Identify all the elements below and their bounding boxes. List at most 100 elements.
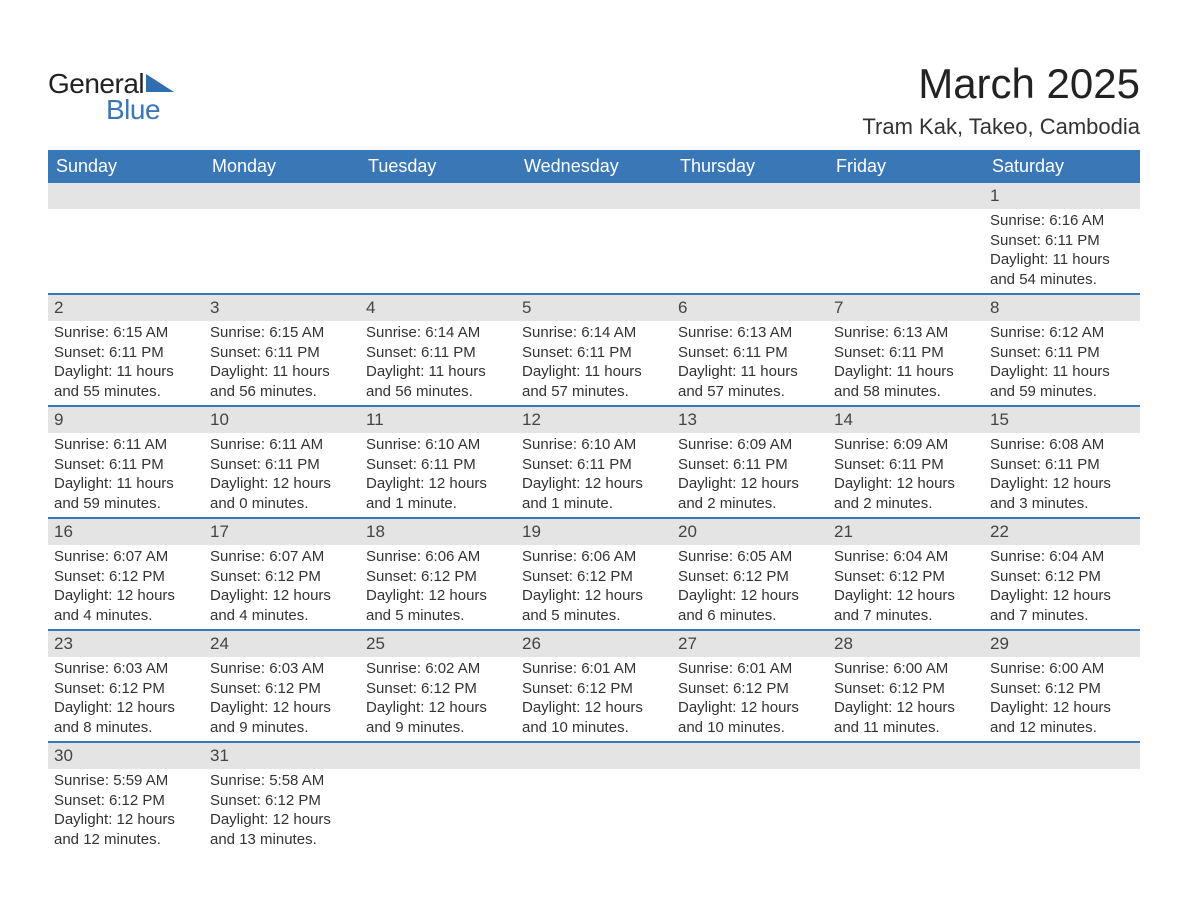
sunset-text: Sunset: 6:12 PM [990, 567, 1134, 587]
day-number: 28 [828, 631, 984, 657]
day-body: Sunrise: 6:05 AMSunset: 6:12 PMDaylight:… [672, 545, 828, 629]
sunset-text: Sunset: 6:12 PM [210, 567, 354, 587]
day-body: Sunrise: 6:09 AMSunset: 6:11 PMDaylight:… [828, 433, 984, 517]
sunrise-text: Sunrise: 6:16 AM [990, 211, 1134, 231]
day-body: Sunrise: 6:10 AMSunset: 6:11 PMDaylight:… [360, 433, 516, 517]
day-cell: 18Sunrise: 6:06 AMSunset: 6:12 PMDayligh… [360, 519, 516, 629]
day-cell [48, 183, 204, 293]
day-body: Sunrise: 6:01 AMSunset: 6:12 PMDaylight:… [516, 657, 672, 741]
day-number [48, 183, 204, 209]
sunset-text: Sunset: 6:12 PM [678, 567, 822, 587]
sunrise-text: Sunrise: 6:03 AM [210, 659, 354, 679]
day-cell [360, 743, 516, 853]
day-cell: 27Sunrise: 6:01 AMSunset: 6:12 PMDayligh… [672, 631, 828, 741]
sunrise-text: Sunrise: 6:04 AM [834, 547, 978, 567]
day-number: 13 [672, 407, 828, 433]
weekday-header: Sunday [48, 150, 204, 183]
sunset-text: Sunset: 6:12 PM [366, 679, 510, 699]
day-number: 5 [516, 295, 672, 321]
day-number: 6 [672, 295, 828, 321]
day-cell: 23Sunrise: 6:03 AMSunset: 6:12 PMDayligh… [48, 631, 204, 741]
weekday-header: Wednesday [516, 150, 672, 183]
daylight-text: Daylight: 12 hours and 9 minutes. [210, 698, 354, 737]
day-number: 23 [48, 631, 204, 657]
day-body: Sunrise: 6:11 AMSunset: 6:11 PMDaylight:… [48, 433, 204, 517]
day-number: 2 [48, 295, 204, 321]
day-body: Sunrise: 6:14 AMSunset: 6:11 PMDaylight:… [360, 321, 516, 405]
day-cell: 31Sunrise: 5:58 AMSunset: 6:12 PMDayligh… [204, 743, 360, 853]
day-number [516, 743, 672, 769]
day-number: 10 [204, 407, 360, 433]
day-cell [672, 743, 828, 853]
sunset-text: Sunset: 6:12 PM [54, 679, 198, 699]
sunrise-text: Sunrise: 6:13 AM [834, 323, 978, 343]
daylight-text: Daylight: 12 hours and 4 minutes. [210, 586, 354, 625]
daylight-text: Daylight: 12 hours and 10 minutes. [678, 698, 822, 737]
day-cell: 7Sunrise: 6:13 AMSunset: 6:11 PMDaylight… [828, 295, 984, 405]
day-number: 11 [360, 407, 516, 433]
day-cell [828, 743, 984, 853]
day-body [48, 209, 204, 229]
daylight-text: Daylight: 12 hours and 7 minutes. [990, 586, 1134, 625]
daylight-text: Daylight: 11 hours and 56 minutes. [210, 362, 354, 401]
day-body [516, 769, 672, 789]
day-body: Sunrise: 6:00 AMSunset: 6:12 PMDaylight:… [828, 657, 984, 741]
daylight-text: Daylight: 11 hours and 54 minutes. [990, 250, 1134, 289]
day-cell: 9Sunrise: 6:11 AMSunset: 6:11 PMDaylight… [48, 407, 204, 517]
day-number: 26 [516, 631, 672, 657]
day-number: 17 [204, 519, 360, 545]
daylight-text: Daylight: 12 hours and 11 minutes. [834, 698, 978, 737]
daylight-text: Daylight: 11 hours and 57 minutes. [522, 362, 666, 401]
day-number [672, 183, 828, 209]
day-number [360, 183, 516, 209]
sunrise-text: Sunrise: 6:15 AM [54, 323, 198, 343]
day-number: 4 [360, 295, 516, 321]
day-body [360, 209, 516, 229]
day-number: 14 [828, 407, 984, 433]
sunrise-text: Sunrise: 6:05 AM [678, 547, 822, 567]
day-number: 3 [204, 295, 360, 321]
day-number: 7 [828, 295, 984, 321]
sunrise-text: Sunrise: 6:07 AM [210, 547, 354, 567]
day-body [672, 769, 828, 789]
daylight-text: Daylight: 11 hours and 57 minutes. [678, 362, 822, 401]
day-body: Sunrise: 6:15 AMSunset: 6:11 PMDaylight:… [48, 321, 204, 405]
day-body: Sunrise: 6:03 AMSunset: 6:12 PMDaylight:… [48, 657, 204, 741]
day-cell [672, 183, 828, 293]
day-cell [360, 183, 516, 293]
day-number: 25 [360, 631, 516, 657]
sunrise-text: Sunrise: 6:14 AM [522, 323, 666, 343]
daylight-text: Daylight: 12 hours and 1 minute. [366, 474, 510, 513]
day-number: 21 [828, 519, 984, 545]
day-cell: 6Sunrise: 6:13 AMSunset: 6:11 PMDaylight… [672, 295, 828, 405]
day-cell: 8Sunrise: 6:12 AMSunset: 6:11 PMDaylight… [984, 295, 1140, 405]
day-cell: 22Sunrise: 6:04 AMSunset: 6:12 PMDayligh… [984, 519, 1140, 629]
day-number: 29 [984, 631, 1140, 657]
sunrise-text: Sunrise: 6:12 AM [990, 323, 1134, 343]
daylight-text: Daylight: 12 hours and 12 minutes. [54, 810, 198, 849]
day-cell [516, 183, 672, 293]
day-body: Sunrise: 6:12 AMSunset: 6:11 PMDaylight:… [984, 321, 1140, 405]
week-row: 1Sunrise: 6:16 AMSunset: 6:11 PMDaylight… [48, 183, 1140, 293]
sunrise-text: Sunrise: 5:58 AM [210, 771, 354, 791]
sunrise-text: Sunrise: 6:13 AM [678, 323, 822, 343]
day-cell: 4Sunrise: 6:14 AMSunset: 6:11 PMDaylight… [360, 295, 516, 405]
day-body: Sunrise: 5:58 AMSunset: 6:12 PMDaylight:… [204, 769, 360, 853]
sunrise-text: Sunrise: 6:06 AM [366, 547, 510, 567]
sunset-text: Sunset: 6:11 PM [990, 231, 1134, 251]
daylight-text: Daylight: 12 hours and 8 minutes. [54, 698, 198, 737]
daylight-text: Daylight: 12 hours and 0 minutes. [210, 474, 354, 513]
day-body: Sunrise: 6:04 AMSunset: 6:12 PMDaylight:… [984, 545, 1140, 629]
daylight-text: Daylight: 11 hours and 58 minutes. [834, 362, 978, 401]
sunset-text: Sunset: 6:12 PM [522, 679, 666, 699]
sunrise-text: Sunrise: 6:00 AM [990, 659, 1134, 679]
day-cell: 11Sunrise: 6:10 AMSunset: 6:11 PMDayligh… [360, 407, 516, 517]
day-body: Sunrise: 6:16 AMSunset: 6:11 PMDaylight:… [984, 209, 1140, 293]
day-cell: 24Sunrise: 6:03 AMSunset: 6:12 PMDayligh… [204, 631, 360, 741]
daylight-text: Daylight: 11 hours and 59 minutes. [990, 362, 1134, 401]
sunset-text: Sunset: 6:11 PM [990, 343, 1134, 363]
day-body: Sunrise: 6:01 AMSunset: 6:12 PMDaylight:… [672, 657, 828, 741]
day-cell: 12Sunrise: 6:10 AMSunset: 6:11 PMDayligh… [516, 407, 672, 517]
week-row: 23Sunrise: 6:03 AMSunset: 6:12 PMDayligh… [48, 629, 1140, 741]
day-number [672, 743, 828, 769]
